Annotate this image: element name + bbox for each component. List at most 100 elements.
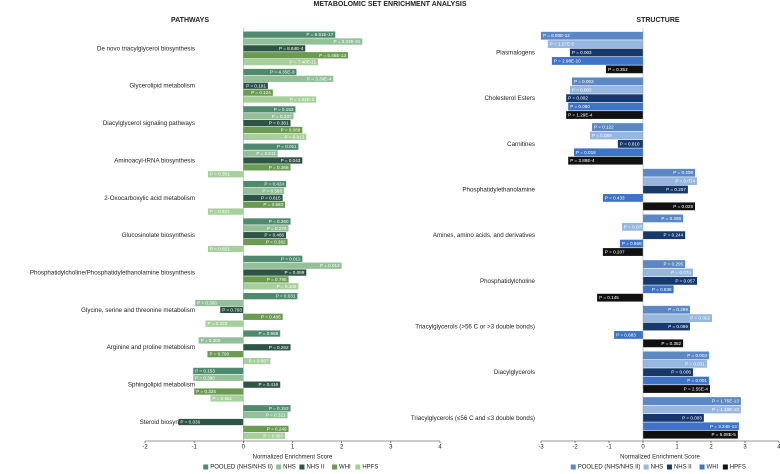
bar <box>243 106 296 113</box>
bar <box>602 194 643 202</box>
legend-label: WHI <box>707 465 719 471</box>
bar <box>589 131 643 140</box>
bar <box>243 157 303 164</box>
p-value-label: P = 1.16E-10 <box>712 407 739 412</box>
p-value-label: P = 0.003 <box>687 353 707 358</box>
bar <box>207 208 244 215</box>
p-value-label: P = 0.356 <box>197 301 217 306</box>
bar <box>243 119 291 127</box>
legend-label: NHS <box>651 465 664 471</box>
legend-swatch <box>570 464 576 470</box>
bar <box>643 413 704 422</box>
bar <box>643 339 684 348</box>
bar <box>243 425 289 433</box>
p-value-label: P = 5.08E-5 <box>712 432 737 437</box>
bar <box>207 171 244 178</box>
x-tick-label: -2 <box>572 445 578 451</box>
p-value-label: P = 0.031 <box>685 361 705 366</box>
bar <box>205 320 244 327</box>
p-value-label: P = 2.98E-10 <box>554 58 581 63</box>
bar <box>541 31 643 40</box>
bar <box>207 245 244 253</box>
p-value-label: P = 0.968 <box>622 241 642 246</box>
p-value-label: P = 0.011 <box>281 256 301 261</box>
p-value-label: P = 0.011 <box>277 144 297 149</box>
p-value-label: P = 0.790 <box>209 352 229 357</box>
p-value-label: P = 0.003 <box>682 415 702 420</box>
p-value-label: P = 3.36E-4 <box>307 76 332 81</box>
p-value-label: P = 0.002 <box>574 79 594 84</box>
p-value-label: P = 0.207 <box>666 187 686 192</box>
p-value-label: P = 0.563 <box>262 188 282 193</box>
p-value-label: P = 0.191 <box>246 83 266 88</box>
p-value-label: P = 0.424 <box>264 182 284 187</box>
bar <box>643 185 688 194</box>
p-value-label: P = 0.615 <box>261 195 281 200</box>
p-value-label: P = 0.262 <box>269 345 289 350</box>
p-value-label: P = 0.288 <box>661 216 681 221</box>
bar <box>573 148 643 157</box>
bar <box>568 102 643 111</box>
bar <box>643 260 686 268</box>
bar <box>643 368 693 377</box>
x-tick-label: -2 <box>142 445 148 451</box>
bar <box>243 133 307 140</box>
bar <box>243 381 281 388</box>
p-value-label: P = 1.29E-4 <box>568 113 593 118</box>
legend-label: POOLED (NHS/NHS II) <box>578 465 641 471</box>
bar <box>207 351 244 358</box>
legend-label: POOLED (NHS/NHS II) <box>210 465 273 471</box>
bar <box>243 58 319 66</box>
bar <box>243 194 283 201</box>
bar <box>602 248 643 256</box>
bar <box>243 38 363 45</box>
p-value-label: P = 0.793 <box>222 307 242 312</box>
p-value-label: P = 0.276 <box>267 226 287 231</box>
bar <box>193 374 244 381</box>
x-tick-label: 2 <box>709 445 713 451</box>
p-value-label: P = 0.099 <box>285 270 305 275</box>
bar <box>243 75 334 83</box>
x-tick-label: 1 <box>291 445 295 451</box>
p-value-label: P = 0.968 <box>258 331 278 336</box>
bar <box>243 432 286 439</box>
category-label: Steroid biosynthesis <box>140 419 195 426</box>
p-value-label: P = 1.57E-5 <box>550 42 575 47</box>
p-value-label: P = 0.043 <box>281 158 301 163</box>
bar <box>243 89 273 96</box>
bar <box>243 405 291 412</box>
bar <box>243 344 291 351</box>
bar <box>643 268 693 277</box>
category-label: Glycine, serine and threonine metabolism <box>81 307 195 314</box>
p-value-label: P = 2.55E-4 <box>684 387 709 392</box>
bar <box>643 202 696 211</box>
x-axis-title: Normalized Enrichment Score <box>620 455 700 461</box>
bar <box>643 177 698 186</box>
p-value-label: P = 0.153 <box>195 368 215 373</box>
bar <box>643 314 713 323</box>
p-value-label: P = 0.416 <box>258 382 278 387</box>
bar <box>621 222 643 231</box>
p-value-label: P = 0.323 <box>207 321 227 326</box>
legend-swatch <box>699 464 705 470</box>
bar <box>243 225 289 232</box>
category-label: Diacylglycerol signaling pathways <box>103 120 195 127</box>
category-label: Glycerolipid metabolism <box>129 83 195 90</box>
p-value-label: P = 0.013 <box>285 134 305 139</box>
category-label: Phosphatidylethanolamine <box>462 186 535 193</box>
bar <box>243 31 336 38</box>
legend-swatch <box>299 464 305 470</box>
category-label: Amines, amino acids, and derivatives <box>433 232 535 239</box>
bar <box>193 367 244 375</box>
p-value-label: P = 0.036 <box>180 420 200 425</box>
p-value-label: P = 0.070 <box>624 224 644 229</box>
category-label: Glucosinolate biosynthesis <box>122 232 195 239</box>
p-value-label: P = 0.153 <box>274 107 294 112</box>
category-label: Phosphatidylcholine <box>480 278 536 285</box>
p-value-label: P = 0.309 <box>201 338 221 343</box>
bar <box>243 150 278 157</box>
category-label: Arginine and proline metabolism <box>107 344 195 351</box>
bar <box>569 48 643 57</box>
bar <box>243 238 288 246</box>
